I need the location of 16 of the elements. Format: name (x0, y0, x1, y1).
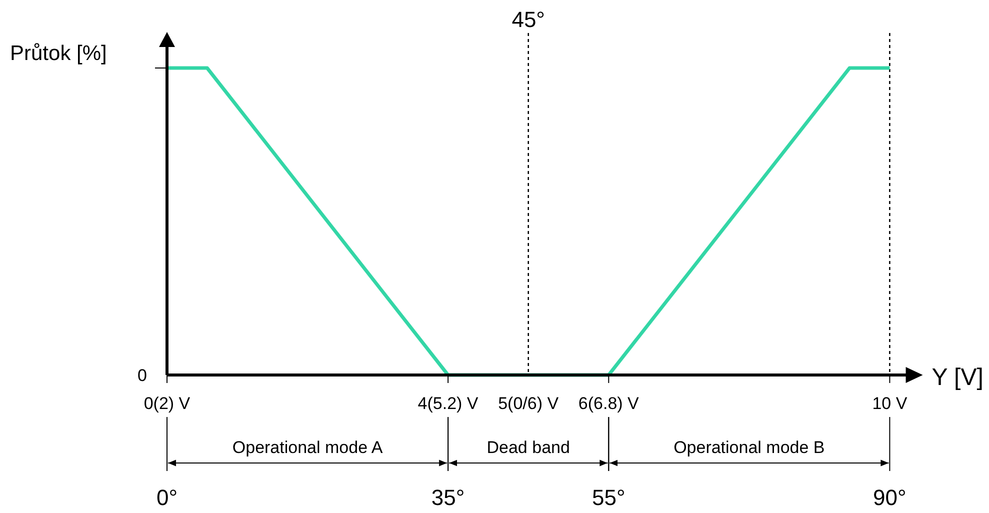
annotation: 0(2) V (144, 394, 191, 413)
x-tick-label: 55° (592, 485, 626, 510)
text: Dead band (486, 438, 570, 457)
annotation: 10 V (872, 394, 908, 413)
x-tick-label: 35° (431, 485, 465, 510)
ref-line-label: 45° (512, 7, 545, 32)
annotation: 5(0/6) V (498, 394, 560, 413)
annotation: 6(6.8) V (578, 394, 640, 413)
text: Operational mode B (674, 438, 825, 457)
y-axis-title: Průtok [%] (10, 42, 107, 65)
text: 0 (138, 366, 147, 385)
text: Operational mode A (232, 438, 384, 457)
x-tick-label: 0° (156, 485, 178, 510)
x-tick-label: 90° (873, 485, 906, 510)
annotation: 4(5.2) V (418, 394, 479, 413)
x-axis-title: Y [V] (932, 364, 984, 391)
